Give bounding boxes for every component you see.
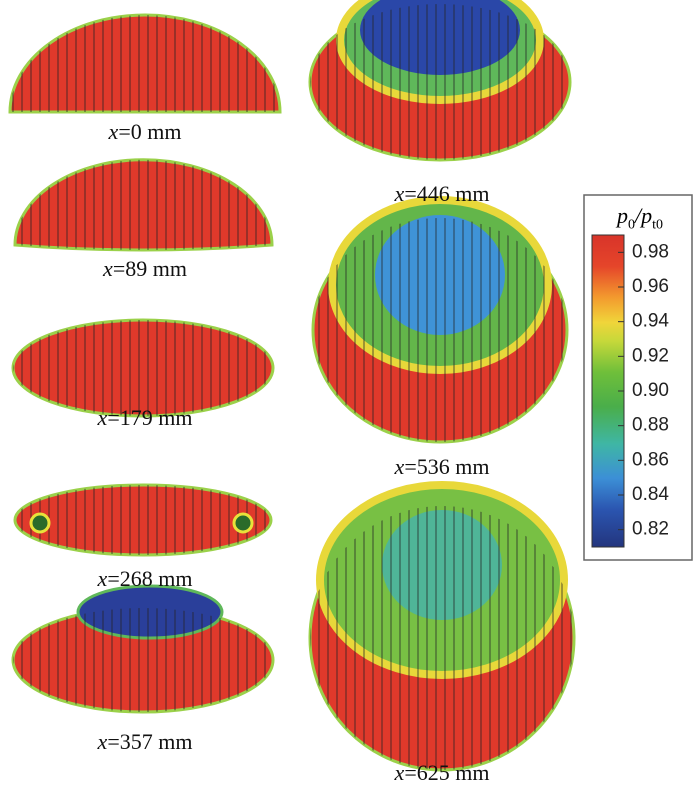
panel-label: x=536 mm (394, 454, 490, 479)
title-part: / (634, 203, 642, 228)
colorbar-tick-label: 0.86 (632, 449, 669, 470)
panel-shapes (8, 0, 576, 772)
title-part: 0 (627, 217, 635, 233)
colorbar-tick-label: 0.82 (632, 519, 669, 540)
title-part: p (641, 203, 653, 228)
colorbar-tick-label: 0.90 (632, 380, 669, 401)
panel-label: x=89 mm (103, 256, 187, 281)
colorbar-tick-label: 0.92 (632, 345, 669, 366)
colorbar-tick-label: 0.88 (632, 415, 669, 436)
colorbar-title: p0/pt0 (592, 203, 688, 233)
title-part: t0 (652, 217, 663, 233)
colorbar-tick-label: 0.96 (632, 276, 669, 297)
panel-label: x=357 mm (97, 729, 193, 754)
title-part: p (616, 203, 628, 228)
colorbar-tick-label: 0.98 (632, 241, 669, 262)
panel-label: x=446 mm (394, 181, 490, 206)
panel-label: x=625 mm (394, 760, 490, 785)
colorbar-tick-label: 0.84 (632, 484, 669, 505)
panel-label: x=0 mm (108, 119, 182, 144)
panel-label: x=268 mm (97, 566, 193, 591)
panel-label: x=179 mm (97, 405, 193, 430)
colorbar-tick-label: 0.94 (632, 311, 669, 332)
